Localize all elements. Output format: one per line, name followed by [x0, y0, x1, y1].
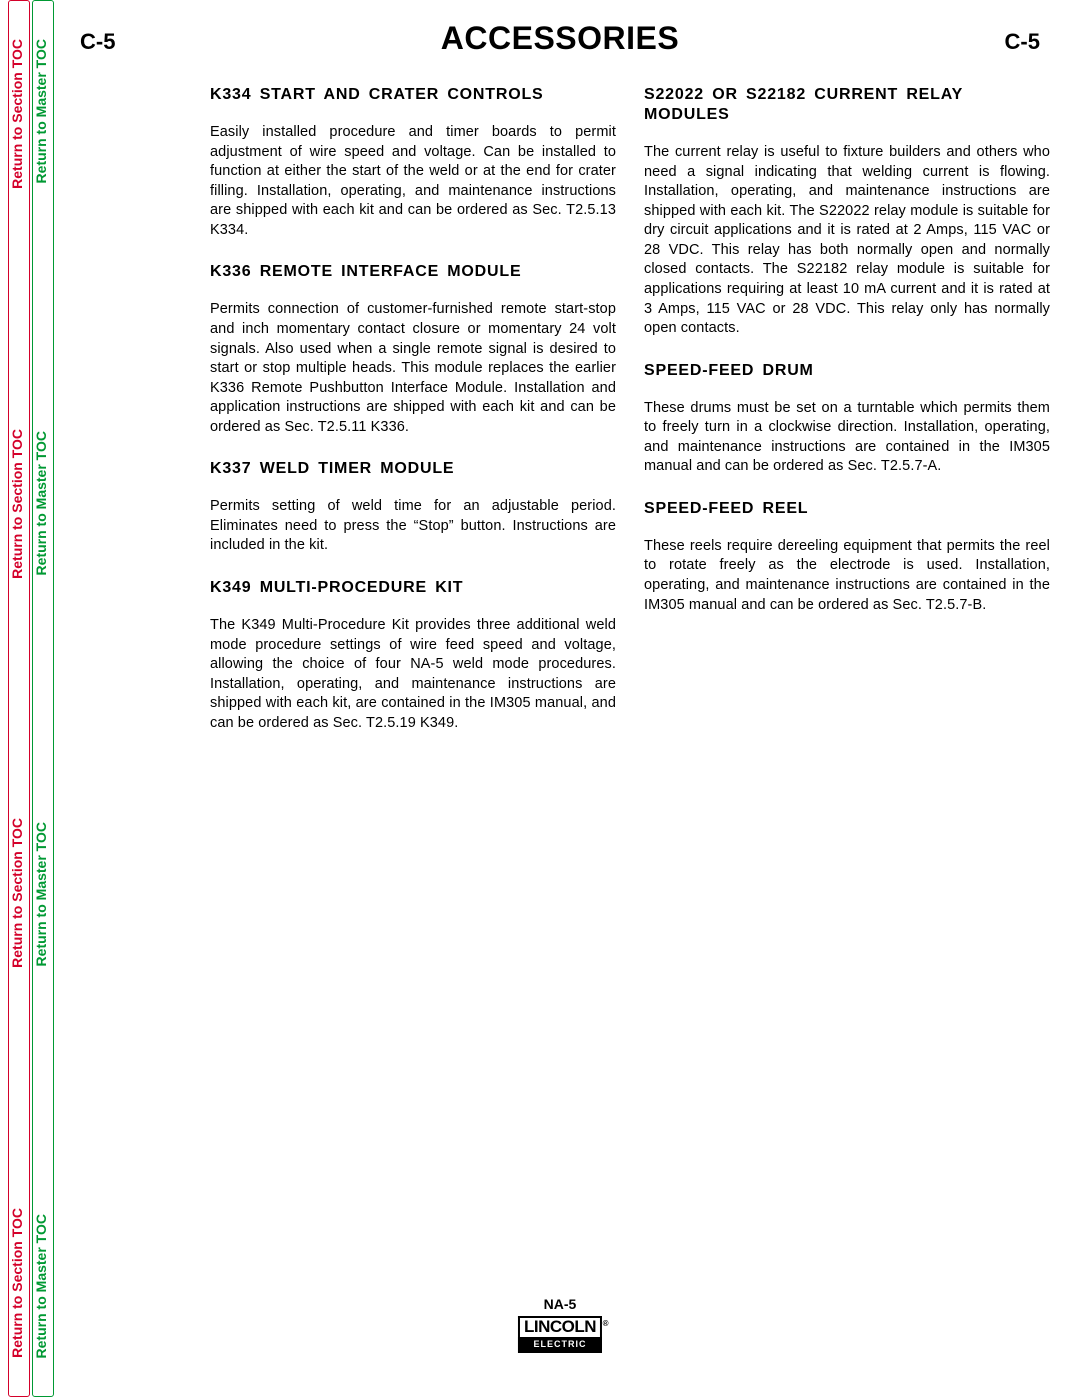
section-body: These drums must be set on a turntable w…: [644, 399, 1050, 477]
page-content: C-5 ACCESSORIES C-5 K334 START AND CRATE…: [70, 20, 1050, 1377]
lincoln-electric-logo: LINCOLN ELECTRIC: [518, 1316, 602, 1353]
page-header: C-5 ACCESSORIES C-5: [70, 20, 1050, 57]
page-code-left: C-5: [80, 29, 115, 55]
section-body: The current relay is useful to fixture b…: [644, 143, 1050, 339]
content-columns: K334 START AND CRATER CONTROLS Easily in…: [70, 85, 1050, 755]
master-toc-link[interactable]: Return to Master TOC: [33, 1206, 53, 1366]
section-heading: K336 REMOTE INTERFACE MODULE: [210, 262, 616, 282]
section-body: Easily installed procedure and timer boa…: [210, 123, 616, 240]
section-heading: S22022 OR S22182 CURRENT RELAY MODULES: [644, 85, 1050, 125]
master-toc-link[interactable]: Return to Master TOC: [33, 814, 53, 974]
section-toc-link[interactable]: Return to Section TOC: [9, 1200, 29, 1366]
page-title: ACCESSORIES: [441, 20, 679, 57]
page-code-right: C-5: [1005, 29, 1040, 55]
master-toc-link[interactable]: Return to Master TOC: [33, 31, 53, 191]
left-column: K334 START AND CRATER CONTROLS Easily in…: [210, 85, 616, 755]
section-toc-link[interactable]: Return to Section TOC: [9, 421, 29, 587]
section-body: Permits setting of weld time for an adju…: [210, 497, 616, 556]
side-navigation-tabs: Return to Section TOC Return to Section …: [8, 0, 54, 1397]
page-footer: NA-5 LINCOLN ELECTRIC: [518, 1296, 602, 1353]
master-toc-tab-group: Return to Master TOC Return to Master TO…: [32, 0, 54, 1397]
logo-brand-top: LINCOLN: [518, 1316, 602, 1337]
master-toc-link[interactable]: Return to Master TOC: [33, 423, 53, 583]
section-heading: K334 START AND CRATER CONTROLS: [210, 85, 616, 105]
section-toc-link[interactable]: Return to Section TOC: [9, 810, 29, 976]
section-body: The K349 Multi-Procedure Kit provides th…: [210, 616, 616, 733]
section-heading: K337 WELD TIMER MODULE: [210, 459, 616, 479]
section-body: These reels require dereeling equipment …: [644, 537, 1050, 615]
section-toc-tab-group: Return to Section TOC Return to Section …: [8, 0, 30, 1397]
right-column: S22022 OR S22182 CURRENT RELAY MODULES T…: [644, 85, 1050, 755]
footer-code: NA-5: [518, 1296, 602, 1312]
section-heading: SPEED-FEED DRUM: [644, 361, 1050, 381]
section-heading: K349 MULTI-PROCEDURE KIT: [210, 578, 616, 598]
logo-brand-bottom: ELECTRIC: [518, 1337, 602, 1353]
section-heading: SPEED-FEED REEL: [644, 499, 1050, 519]
section-body: Permits connection of customer-furnished…: [210, 300, 616, 437]
section-toc-link[interactable]: Return to Section TOC: [9, 31, 29, 197]
